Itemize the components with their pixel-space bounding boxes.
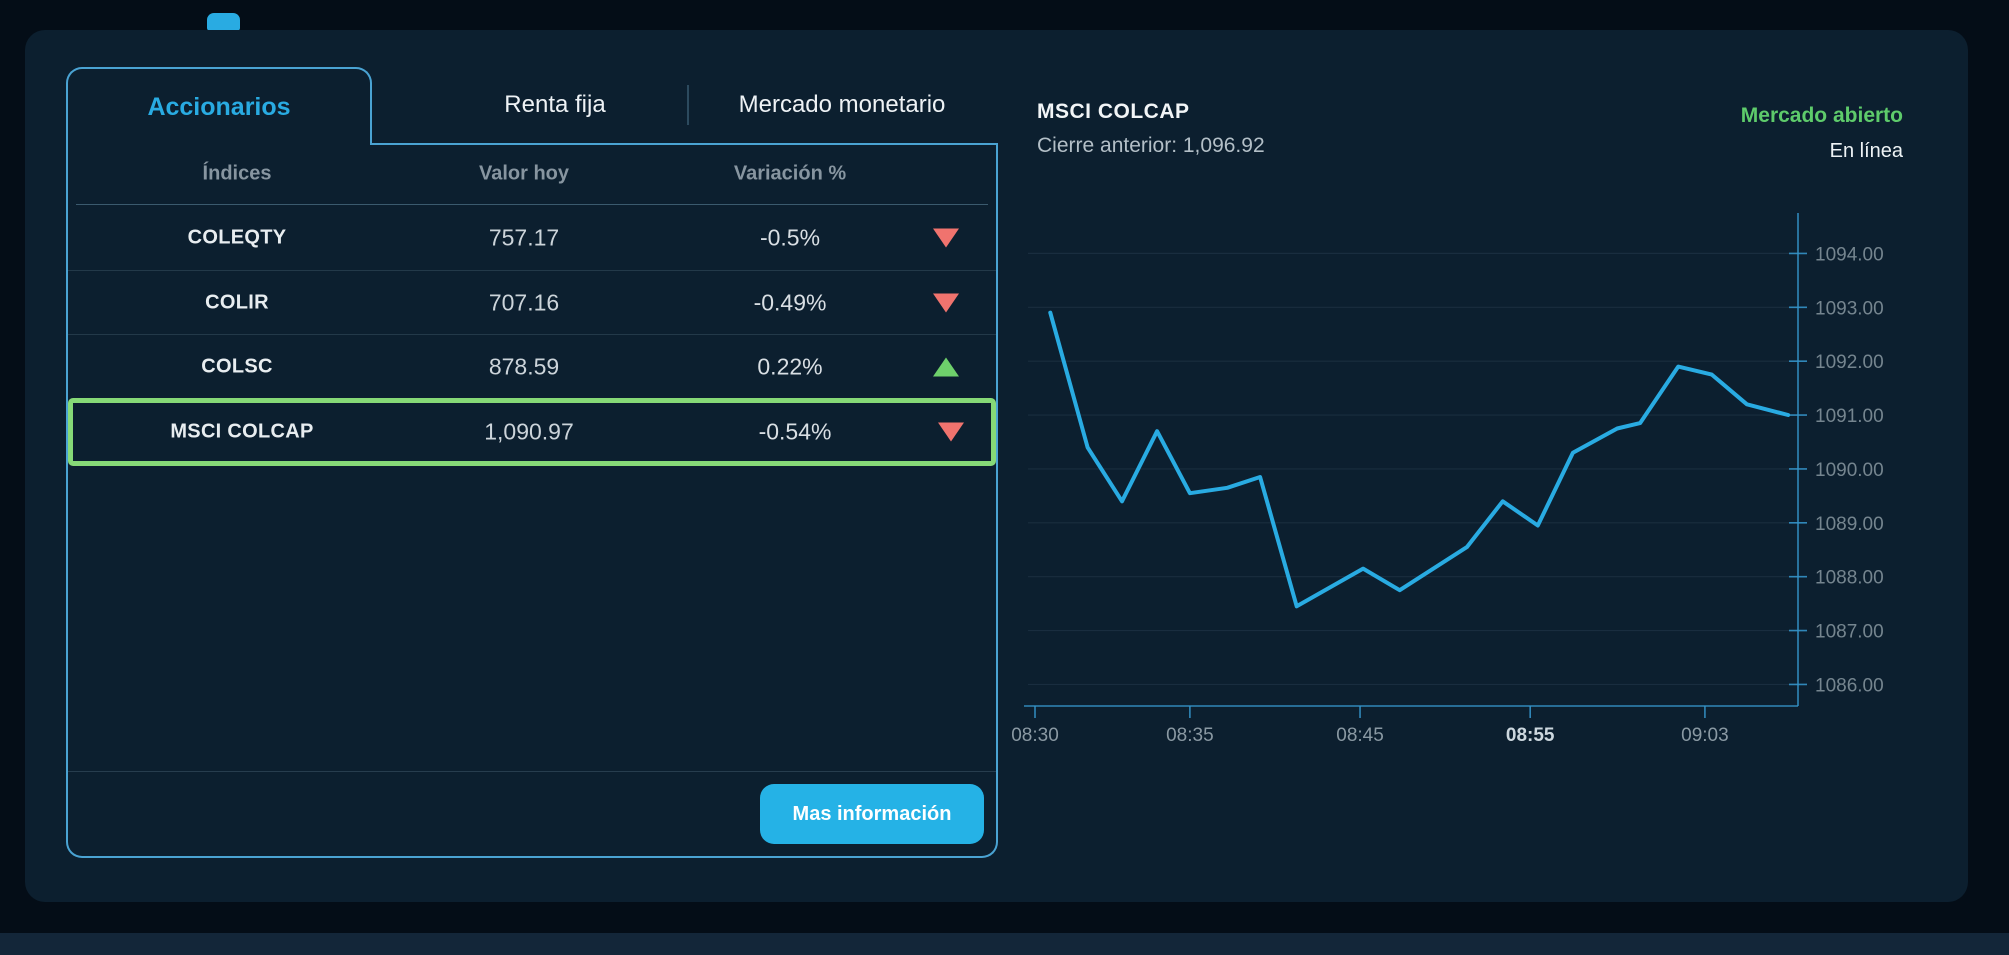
market-status-badge: Mercado abierto <box>1740 104 1903 127</box>
y-tick-label: 1089.00 <box>1815 514 1884 535</box>
table-header-row: Índices Valor hoy Variación % <box>68 143 996 205</box>
arrow-cell <box>938 422 964 442</box>
y-tick-label: 1094.00 <box>1815 244 1884 265</box>
index-change: -0.54% <box>758 418 832 445</box>
down-arrow-icon <box>933 293 959 312</box>
header-indices: Índices <box>202 162 272 185</box>
more-info-button[interactable]: Mas información <box>760 784 984 844</box>
down-arrow-icon <box>938 422 964 442</box>
table-row[interactable]: COLSC 878.59 0.22% <box>68 334 996 398</box>
index-change: 0.22% <box>757 353 823 379</box>
tab-renta-fija[interactable]: Renta fija <box>460 67 650 143</box>
price-chart: 1094.00 1093.00 1092.00 1091.00 1090.00 1089.… <box>1011 213 1884 746</box>
index-value: 757.17 <box>488 224 560 251</box>
index-value: 878.59 <box>488 353 560 379</box>
tab-accionarios[interactable]: Accionarios <box>66 67 372 145</box>
up-arrow-icon <box>933 357 959 376</box>
y-tick-label: 1091.00 <box>1815 406 1884 427</box>
tab-divider <box>687 85 689 125</box>
tab-renta-fija-label: Renta fija <box>504 91 606 118</box>
price-line <box>1048 310 1791 609</box>
previous-close: Cierre anterior: 1,096.92 <box>1037 134 1265 157</box>
bottom-strip <box>0 933 2009 955</box>
y-tick-label: 1088.00 <box>1815 568 1884 589</box>
index-name: COLEQTY <box>187 226 287 249</box>
indices-panel: Índices Valor hoy Variación % COLEQTY 757… <box>66 143 998 858</box>
y-tick-label: 1086.00 <box>1815 675 1884 696</box>
connection-status: En línea <box>1829 140 1903 162</box>
y-tick-label: 1093.00 <box>1815 298 1884 319</box>
arrow-cell <box>933 293 959 312</box>
header-variacion: Variación % <box>733 162 847 185</box>
arrow-cell <box>933 228 959 248</box>
table-row[interactable]: COLEQTY 757.17 -0.5% <box>68 206 996 270</box>
tab-mercado-monetario[interactable]: Mercado monetario <box>697 67 987 143</box>
arrow-cell <box>933 357 959 376</box>
down-arrow-icon <box>933 228 959 248</box>
index-change: -0.5% <box>759 224 821 251</box>
x-tick-label: 09:03 <box>1681 725 1729 746</box>
table-body: COLEQTY 757.17 -0.5% COLIR 707.16 -0.49% COLSC… <box>68 206 996 466</box>
index-name: COLSC <box>201 355 273 377</box>
index-value: 1,090.97 <box>484 418 574 445</box>
header-valor-hoy: Valor hoy <box>478 162 570 185</box>
y-tick-label: 1090.00 <box>1815 460 1884 481</box>
chart-title: MSCI COLCAP <box>1037 100 1190 123</box>
index-name: MSCI COLCAP <box>170 420 314 443</box>
x-tick-label: 08:30 <box>1011 725 1059 746</box>
y-tick-label: 1087.00 <box>1815 622 1884 643</box>
status-block: Mercado abierto En línea <box>1600 102 1903 164</box>
more-info-label: Mas información <box>792 802 952 825</box>
table-row-selected[interactable]: MSCI COLCAP 1,090.97 -0.54% <box>68 398 996 466</box>
header-divider <box>76 204 988 205</box>
footer-divider <box>68 771 996 772</box>
index-change: -0.49% <box>753 289 827 315</box>
top-cyan-tab-icon <box>207 13 240 31</box>
tab-mercado-monetario-label: Mercado monetario <box>738 91 946 118</box>
tab-accionarios-label: Accionarios <box>147 92 291 121</box>
x-tick-label: 08:35 <box>1166 725 1214 746</box>
x-tick-label: 08:45 <box>1336 725 1384 746</box>
x-tick-label: 08:55 <box>1506 725 1555 746</box>
y-tick-label: 1092.00 <box>1815 352 1884 373</box>
panel-top-border <box>370 143 998 145</box>
index-value: 707.16 <box>488 289 560 315</box>
table-row[interactable]: COLIR 707.16 -0.49% <box>68 270 996 334</box>
index-name: COLIR <box>205 291 269 313</box>
